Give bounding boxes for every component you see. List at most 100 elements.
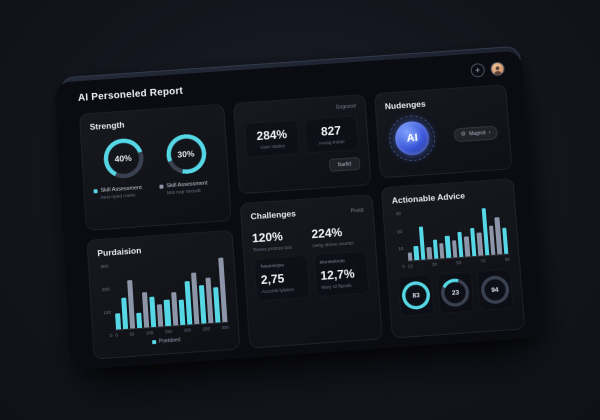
bar [205, 277, 214, 324]
advice-card: Actionable Advice 30 20 10 0 10 30 50 70 90 83 [380, 178, 526, 339]
y-axis: 300 200 100 0 [98, 263, 112, 339]
legend-label: Poetdoed [158, 337, 181, 345]
overview-tag: Gognzod [335, 103, 357, 111]
bar-series [403, 203, 510, 262]
stat-tile: Montsetrote 12,7% Mary rd flipods [312, 250, 370, 298]
bar [142, 292, 150, 328]
column-right: Nudenges AI ⚙ Magnot › Actionable Advice… [373, 84, 526, 339]
tick-label: 100 [145, 330, 154, 336]
strength-legends: Skill Assessment best nped roelet Skill … [93, 180, 219, 202]
bar [439, 242, 445, 259]
tick-label: 70 [480, 258, 486, 264]
bar [149, 296, 157, 328]
purdasion-chart: 300 200 100 0 0 50 100 150 200 250 300 [98, 255, 229, 338]
ai-badge: AI [387, 113, 437, 163]
bar [444, 235, 451, 258]
tick-label: 300 [100, 263, 109, 270]
tick-label: 30 [431, 261, 438, 268]
bar [190, 272, 200, 325]
stat-value: 120% [251, 229, 284, 246]
challenges-title: Challenges [250, 208, 297, 222]
magnot-button[interactable]: ⚙ Magnot › [453, 125, 499, 143]
plot-area: 0 50 100 150 200 250 300 [111, 255, 229, 338]
ai-logo: AI [394, 120, 431, 157]
stat-value: 2,75 [260, 271, 285, 288]
ring-value: 83 [412, 291, 421, 300]
stat-value: 12,7% [319, 266, 356, 283]
tick-label: 100 [103, 309, 112, 316]
stat-tile: 224% Uerig oforss oeunter [311, 220, 366, 249]
magnot-label: Magnot [468, 130, 486, 138]
donut-value: 40% [114, 152, 132, 164]
legend-sub: Mot roqr stroodt [166, 188, 201, 197]
bar [198, 285, 207, 324]
tile-label: Tweeniejse [259, 263, 285, 271]
bar [184, 281, 193, 325]
narfid-button[interactable]: Narfid [328, 156, 361, 172]
stat-sub: Avong trotter [318, 139, 345, 146]
bar [494, 216, 502, 255]
advice-title: Actionable Advice [391, 190, 466, 206]
avatar[interactable] [490, 61, 506, 77]
purdasion-card: Purdaision 300 200 100 0 0 50 100 150 200 250 300… [86, 229, 241, 360]
bar [469, 227, 477, 257]
tick-label: 50 [456, 259, 462, 266]
bar [413, 245, 420, 261]
tick-label: 300 [221, 324, 229, 331]
advice-chart: 30 20 10 0 10 30 50 70 90 [393, 203, 510, 270]
person-icon [493, 66, 502, 76]
legend-swatch-muted [159, 184, 164, 189]
bar [178, 299, 185, 326]
stat-tile: 120% Toores protnss toot [251, 224, 306, 252]
ring-value: 94 [490, 286, 499, 294]
bar [127, 280, 136, 329]
overview-tiles: 284% Uosr otaties 827 Avong trotter [244, 115, 360, 158]
header-actions: + [470, 61, 506, 78]
nudenges-card: Nudenges AI ⚙ Magnot › [373, 84, 513, 179]
stat-sub: Mary rd flipods [321, 282, 352, 290]
plot-area: 10 30 50 70 90 [403, 203, 510, 269]
challenges-tiles: Tweeniejse 2,75 Accemb lylation Montsetr… [253, 250, 370, 302]
stat-value: 224% [311, 225, 343, 242]
legend-item: Skill Assessment Mot roqr stroodt [159, 180, 220, 197]
bar [426, 246, 432, 260]
bar [501, 227, 509, 254]
challenges-card: Challenges Postd 120% Toores protnss too… [239, 193, 383, 349]
column-middle: Gognzod 284% Uosr otaties 827 Avong trot… [232, 93, 383, 349]
bar [418, 226, 426, 260]
stat-sub: Accemb lylation [261, 286, 295, 295]
add-button[interactable]: + [470, 62, 486, 78]
stat-value: 284% [256, 127, 288, 144]
bar [164, 299, 171, 327]
tick-label: 90 [504, 256, 510, 262]
column-left: Strength 40% 30% Skill Ass [78, 103, 241, 360]
stat-tile: 284% Uosr otaties [244, 119, 300, 158]
tick-label: 30 [395, 210, 401, 217]
ring-value: 23 [451, 288, 460, 297]
donut-value: 30% [177, 148, 195, 160]
challenges-tag: Postd [350, 207, 364, 215]
header: AI Personeled Report + [77, 60, 506, 107]
legend-swatch-accent [151, 339, 157, 345]
bar [476, 231, 483, 256]
advice-rings: 83 23 94 [397, 268, 514, 317]
overview-card: Gognzod 284% Uosr otaties 827 Avong trot… [232, 93, 372, 195]
tick-label: 50 [129, 331, 135, 337]
stat-sub: Uerig oforss oeunter [312, 240, 355, 249]
donut-skill-a: 40% [102, 137, 145, 180]
tick-label: 0 [115, 332, 119, 338]
bar [157, 304, 164, 327]
stat-tile: Tweeniejse 2,75 Accemb lylation [253, 254, 310, 302]
page-title: AI Personeled Report [77, 85, 184, 104]
tick-label: 0 [402, 263, 405, 270]
bar [115, 312, 122, 330]
bar [121, 297, 129, 330]
strength-title: Strength [89, 119, 125, 132]
bar [136, 312, 143, 329]
strength-donuts: 40% 30% [91, 132, 219, 180]
ring-tile: 94 [476, 268, 514, 312]
tick-label: 250 [202, 326, 211, 332]
tick-label: 150 [164, 328, 173, 335]
chevron-right-icon: › [488, 129, 491, 136]
y-axis: 30 20 10 0 [393, 211, 405, 270]
